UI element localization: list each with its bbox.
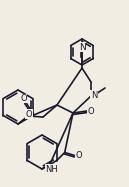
Text: NH: NH: [46, 165, 58, 174]
Text: O: O: [26, 110, 32, 119]
Text: O: O: [75, 151, 82, 160]
Text: N: N: [91, 91, 97, 99]
Text: O: O: [88, 107, 94, 116]
Text: N: N: [79, 42, 85, 51]
Text: O: O: [20, 94, 27, 103]
